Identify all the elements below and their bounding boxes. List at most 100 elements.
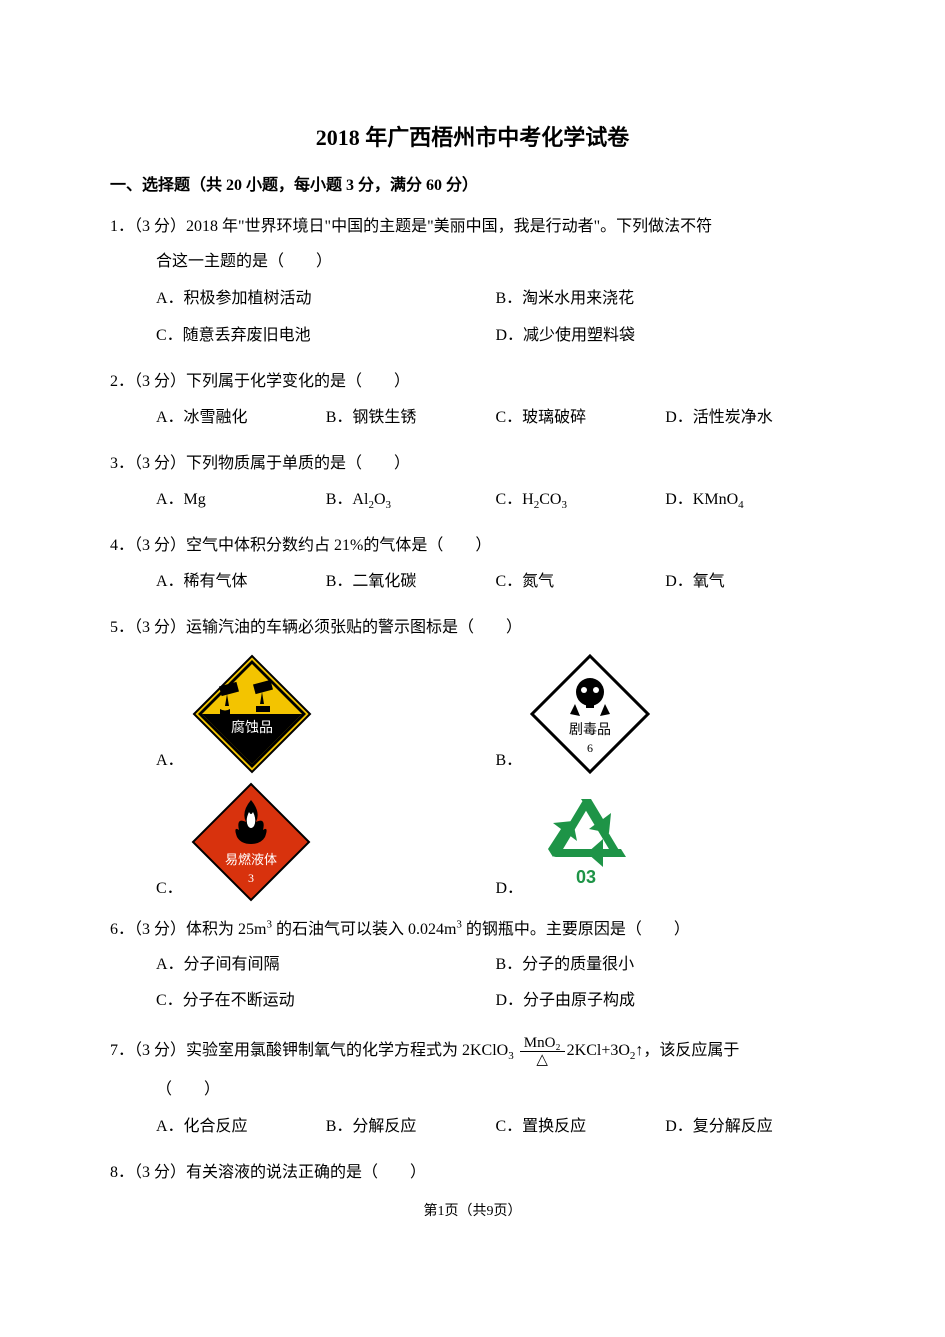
exam-page: 2018 年广西梧州市中考化学试卷 一、选择题（共 20 小题，每小题 3 分，… xyxy=(0,0,945,1263)
q5-label-a: A． xyxy=(156,748,184,774)
q7-opt-a: A．化合反应 xyxy=(156,1109,326,1146)
q5-stem-text: 5．（3 分）运输汽油的车辆必须张贴的警示图标是 xyxy=(110,619,458,636)
q3-b-sub2: 3 xyxy=(386,499,392,511)
question-6: 6．（3 分）体积为 25m3 的石油气可以装入 0.024m3 的钢瓶中。主要… xyxy=(110,912,835,1021)
page-footer: 第1页（共9页） xyxy=(110,1201,835,1223)
svg-text:易燃液体: 易燃液体 xyxy=(225,852,277,867)
q7-opt-c: C．置换反应 xyxy=(496,1109,666,1146)
q4-opt-b: B．二氧化碳 xyxy=(326,564,496,601)
q7-mid: 2KCl+3O xyxy=(567,1042,630,1059)
blank: （ ） xyxy=(427,537,491,554)
toxic-sign-icon: 剧毒品 6 xyxy=(530,654,650,774)
svg-text:3: 3 xyxy=(248,871,254,885)
q7-opt-d: D．复分解反应 xyxy=(665,1109,835,1146)
blank: （ ） xyxy=(346,373,410,390)
q3-b-post: O xyxy=(374,491,386,508)
q5-image-options: A． 腐蚀品 xyxy=(110,654,835,902)
blank: （ ） xyxy=(346,455,410,472)
q4-options: A．稀有气体 B．二氧化碳 C．氮气 D．氧气 xyxy=(110,564,835,601)
question-3: 3．（3 分）下列物质属于单质的是（ ） A．Mg B．Al2O3 C．H2CO… xyxy=(110,446,835,518)
svg-text:03: 03 xyxy=(576,867,596,887)
q3-c-post: CO xyxy=(539,491,561,508)
q3-d-sub: 4 xyxy=(738,499,744,511)
q7-options: A．化合反应 B．分解反应 C．置换反应 D．复分解反应 xyxy=(110,1109,835,1146)
q5-label-d: D． xyxy=(496,876,524,902)
q2-opt-a: A．冰雪融化 xyxy=(156,400,326,437)
question-1: 1．（3 分）2018 年"世界环境日"中国的主题是"美丽中国，我是行动者"。下… xyxy=(110,209,835,355)
q5-row1: A． 腐蚀品 xyxy=(156,654,835,774)
q7-stem: 7．（3 分）实验室用氯酸钾制氧气的化学方程式为 2KClO3 MnO₂ △ 2… xyxy=(110,1030,835,1072)
q6-options-row2: C．分子在不断运动 D．分子由原子构成 xyxy=(110,983,835,1020)
q5-cell-a: A． 腐蚀品 xyxy=(156,654,496,774)
section-header: 一、选择题（共 20 小题，每小题 3 分，满分 60 分） xyxy=(110,173,835,199)
q3-stem-text: 3．（3 分）下列物质属于单质的是 xyxy=(110,455,346,472)
blank: （ ） xyxy=(268,253,332,270)
q5-row2: C． 易燃液体 3 D． xyxy=(156,782,835,902)
q1-opt-d: D．减少使用塑料袋 xyxy=(496,318,836,355)
q5-cell-b: B． 剧毒品 6 xyxy=(496,654,836,774)
q6-pre: 6．（3 分）体积为 25m xyxy=(110,921,266,938)
q6-opt-d: D．分子由原子构成 xyxy=(496,983,836,1020)
q3-opt-c: C．H2CO3 xyxy=(496,482,666,519)
q4-opt-c: C．氮气 xyxy=(496,564,666,601)
q4-stem-text: 4．（3 分）空气中体积分数约占 21%的气体是 xyxy=(110,537,427,554)
q4-stem: 4．（3 分）空气中体积分数约占 21%的气体是（ ） xyxy=(110,528,835,563)
q2-stem-text: 2．（3 分）下列属于化学变化的是 xyxy=(110,373,346,390)
question-8: 8．（3 分）有关溶液的说法正确的是（ ） xyxy=(110,1155,835,1190)
q8-stem: 8．（3 分）有关溶液的说法正确的是（ ） xyxy=(110,1155,835,1190)
blank: （ ） xyxy=(458,619,522,636)
q3-opt-a: A．Mg xyxy=(156,482,326,519)
question-2: 2．（3 分）下列属于化学变化的是（ ） A．冰雪融化 B．钢铁生锈 C．玻璃破… xyxy=(110,364,835,436)
q7-frac-bot: △ xyxy=(520,1052,565,1069)
q6-options-row1: A．分子间有间隔 B．分子的质量很小 xyxy=(110,947,835,984)
q6-opt-a: A．分子间有间隔 xyxy=(156,947,496,984)
q4-opt-a: A．稀有气体 xyxy=(156,564,326,601)
q3-c-pre: C．H xyxy=(496,491,534,508)
q3-opt-d: D．KMnO4 xyxy=(665,482,835,519)
exam-title: 2018 年广西梧州市中考化学试卷 xyxy=(110,120,835,155)
q3-d-pre: D．KMnO xyxy=(665,491,738,508)
q7-blank-line: （ ） xyxy=(110,1072,835,1109)
question-5: 5．（3 分）运输汽油的车辆必须张贴的警示图标是（ ） A． xyxy=(110,610,835,901)
q3-c-sub2: 3 xyxy=(561,499,567,511)
q1-options-row2: C．随意丢弃废旧电池 D．减少使用塑料袋 xyxy=(110,318,835,355)
reaction-condition-icon: MnO₂ △ xyxy=(520,1035,565,1069)
q4-opt-d: D．氧气 xyxy=(665,564,835,601)
blank: （ ） xyxy=(156,1081,220,1098)
q8-stem-text: 8．（3 分）有关溶液的说法正确的是 xyxy=(110,1164,362,1181)
q2-opt-d: D．活性炭净水 xyxy=(665,400,835,437)
q3-options: A．Mg B．Al2O3 C．H2CO3 D．KMnO4 xyxy=(110,482,835,519)
q2-opt-c: C．玻璃破碎 xyxy=(496,400,666,437)
q3-b-pre: B．Al xyxy=(326,491,369,508)
svg-text:剧毒品: 剧毒品 xyxy=(569,722,611,738)
q1-options-row1: A．积极参加植树活动 B．淘米水用来浇花 xyxy=(110,281,835,318)
recycle-sign-icon: 03 xyxy=(531,793,641,902)
question-4: 4．（3 分）空气中体积分数约占 21%的气体是（ ） A．稀有气体 B．二氧化… xyxy=(110,528,835,600)
q7-opt-b: B．分解反应 xyxy=(326,1109,496,1146)
corrosive-sign-icon: 腐蚀品 xyxy=(192,654,312,774)
q6-opt-b: B．分子的质量很小 xyxy=(496,947,836,984)
q6-stem: 6．（3 分）体积为 25m3 的石油气可以装入 0.024m3 的钢瓶中。主要… xyxy=(110,912,835,947)
q1-opt-a: A．积极参加植树活动 xyxy=(156,281,496,318)
q1-opt-c: C．随意丢弃废旧电池 xyxy=(156,318,496,355)
q7-post: ↑，该反应属于 xyxy=(635,1042,739,1059)
q3-stem: 3．（3 分）下列物质属于单质的是（ ） xyxy=(110,446,835,481)
q1-stem-l2-text: 合这一主题的是 xyxy=(156,253,268,270)
q3-a-text: A．Mg xyxy=(156,491,206,508)
q2-stem: 2．（3 分）下列属于化学变化的是（ ） xyxy=(110,364,835,399)
q2-options: A．冰雪融化 B．钢铁生锈 C．玻璃破碎 D．活性炭净水 xyxy=(110,400,835,437)
q6-opt-c: C．分子在不断运动 xyxy=(156,983,496,1020)
blank: （ ） xyxy=(626,921,690,938)
q1-stem-line2: 合这一主题的是（ ） xyxy=(110,244,835,281)
flammable-sign-icon: 易燃液体 3 xyxy=(191,782,311,902)
q5-label-b: B． xyxy=(496,748,523,774)
q5-cell-c: C． 易燃液体 3 xyxy=(156,782,496,902)
q1-opt-b: B．淘米水用来浇花 xyxy=(496,281,836,318)
q5-label-c: C． xyxy=(156,876,183,902)
q7-pre: 7．（3 分）实验室用氯酸钾制氧气的化学方程式为 2KClO xyxy=(110,1042,508,1059)
question-7: 7．（3 分）实验室用氯酸钾制氧气的化学方程式为 2KClO3 MnO₂ △ 2… xyxy=(110,1030,835,1145)
q7-sub1: 3 xyxy=(508,1050,514,1062)
svg-text:6: 6 xyxy=(587,741,593,755)
q3-opt-b: B．Al2O3 xyxy=(326,482,496,519)
q2-opt-b: B．钢铁生锈 xyxy=(326,400,496,437)
